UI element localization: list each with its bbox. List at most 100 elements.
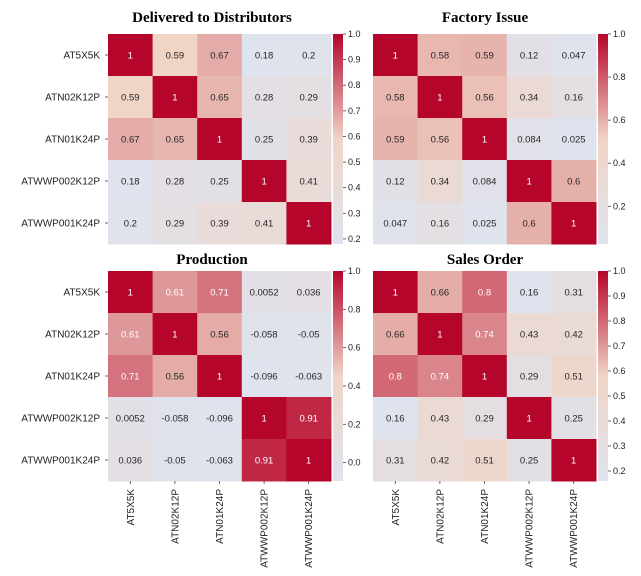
panel-title: Production: [176, 252, 248, 268]
heatmap-cell: [551, 439, 597, 482]
cell-label: 0.25: [564, 414, 583, 425]
cell-label: 0.12: [520, 51, 539, 62]
cell-label: 0.65: [166, 135, 185, 146]
heatmap-cell: [286, 160, 332, 203]
cell-label: 1: [526, 414, 531, 425]
cell-label: 0.61: [121, 330, 140, 341]
colorbar-tick-label: 0.6: [613, 115, 626, 125]
column-tick-label: ATN01K24P: [480, 489, 491, 544]
cell-label: 0.047: [562, 51, 586, 62]
heatmap-cell: [373, 313, 419, 356]
cell-label: 0.42: [564, 330, 583, 341]
colorbar: [333, 34, 343, 244]
column-tick-label: ATWWP001K24P: [304, 489, 315, 568]
cell-label: 0.31: [386, 456, 405, 467]
heatmap-cell: [417, 34, 463, 77]
cell-label: 0.56: [166, 372, 185, 383]
colorbar-tick-label: 0.2: [613, 201, 626, 211]
heatmap-cell: [551, 313, 597, 356]
cell-label: 0.16: [520, 288, 539, 299]
cell-label: 0.39: [210, 219, 229, 230]
cell-label: 0.29: [520, 372, 539, 383]
heatmap-cell: [286, 313, 332, 356]
cell-label: 0.025: [562, 135, 586, 146]
cell-label: 0.2: [302, 51, 315, 62]
cell-label: 0.16: [386, 414, 405, 425]
colorbar-tick-label: 0.6: [348, 343, 361, 353]
heatmap-cell: [197, 202, 243, 245]
heatmap-cell: [373, 34, 419, 77]
cell-label: 0.2: [124, 219, 137, 230]
heatmap-cell: [417, 439, 463, 482]
cell-label: 0.28: [255, 93, 274, 104]
heatmap-cell: [286, 76, 332, 119]
heatmap-cell: [152, 160, 198, 203]
cell-label: 0.56: [431, 135, 450, 146]
heatmap-cell: [241, 355, 287, 398]
heatmap-cell: [417, 271, 463, 314]
cell-label: 0.25: [210, 177, 229, 188]
heatmap-cell: [152, 397, 198, 440]
heatmap-cell: [373, 202, 419, 245]
cell-label: 0.18: [255, 51, 274, 62]
colorbar-tick-label: 0.5: [613, 391, 626, 401]
heatmap-cell: [286, 34, 332, 77]
cell-label: 0.084: [473, 177, 497, 188]
heatmap-cell: [108, 160, 154, 203]
cell-label: 1: [482, 135, 487, 146]
cell-label: 0.51: [564, 372, 583, 383]
heatmap-cell: [462, 202, 508, 245]
colorbar-tick-label: 0.3: [348, 208, 361, 218]
heatmap-cell: [241, 313, 287, 356]
heatmap-cell: [551, 397, 597, 440]
cell-label: 1: [482, 372, 487, 383]
heatmap-cell: [417, 313, 463, 356]
cell-label: -0.058: [161, 414, 188, 425]
heatmap-cell: [108, 355, 154, 398]
colorbar-tick-label: 1.0: [613, 29, 626, 39]
heatmap-cell: [417, 202, 463, 245]
colorbar-tick-label: 0.8: [613, 316, 626, 326]
cell-label: 1: [571, 456, 576, 467]
heatmap-cell: [152, 202, 198, 245]
panel-title: Factory Issue: [442, 10, 529, 26]
heatmap-cell: [506, 118, 552, 161]
cell-label: 0.66: [386, 330, 405, 341]
cell-label: 0.65: [210, 93, 229, 104]
cell-label: 0.41: [255, 219, 274, 230]
cell-label: 0.34: [431, 177, 450, 188]
heatmap-cell: [197, 313, 243, 356]
cell-label: 0.43: [431, 414, 450, 425]
colorbar-tick-label: 0.9: [348, 55, 361, 65]
colorbar-tick-label: 0.9: [613, 291, 626, 301]
colorbar-tick-label: 0.6: [348, 131, 361, 141]
heatmap-cell: [241, 397, 287, 440]
cell-label: 1: [437, 93, 442, 104]
row-tick-label: AT5X5K: [64, 288, 101, 299]
heatmap-cell: [551, 160, 597, 203]
colorbar-tick-label: 1.0: [348, 29, 361, 39]
cell-label: 0.18: [121, 177, 140, 188]
cell-label: 0.29: [166, 219, 185, 230]
panel-title: Sales Order: [447, 252, 524, 268]
colorbar: [598, 34, 608, 244]
cell-label: 1: [128, 288, 133, 299]
cell-label: 0.29: [475, 414, 494, 425]
heatmap-cell: [373, 397, 419, 440]
cell-label: 1: [217, 372, 222, 383]
cell-label: -0.096: [251, 372, 278, 383]
colorbar-tick-label: 0.8: [613, 72, 626, 82]
cell-label: -0.058: [251, 330, 278, 341]
cell-label: 0.25: [520, 456, 539, 467]
row-tick-label: ATWWP002K12P: [21, 414, 100, 425]
heatmap-panel: Factory Issue 1 0.58 0.59 0.12 0.047 0.58 1 0.56…: [373, 10, 626, 245]
heatmap-cell: [506, 34, 552, 77]
heatmap-cell: [417, 355, 463, 398]
heatmap-cell: [462, 439, 508, 482]
heatmap-cell: [197, 160, 243, 203]
heatmap-cell: [417, 76, 463, 119]
cell-label: 0.0052: [250, 288, 279, 299]
heatmap-cell: [108, 313, 154, 356]
